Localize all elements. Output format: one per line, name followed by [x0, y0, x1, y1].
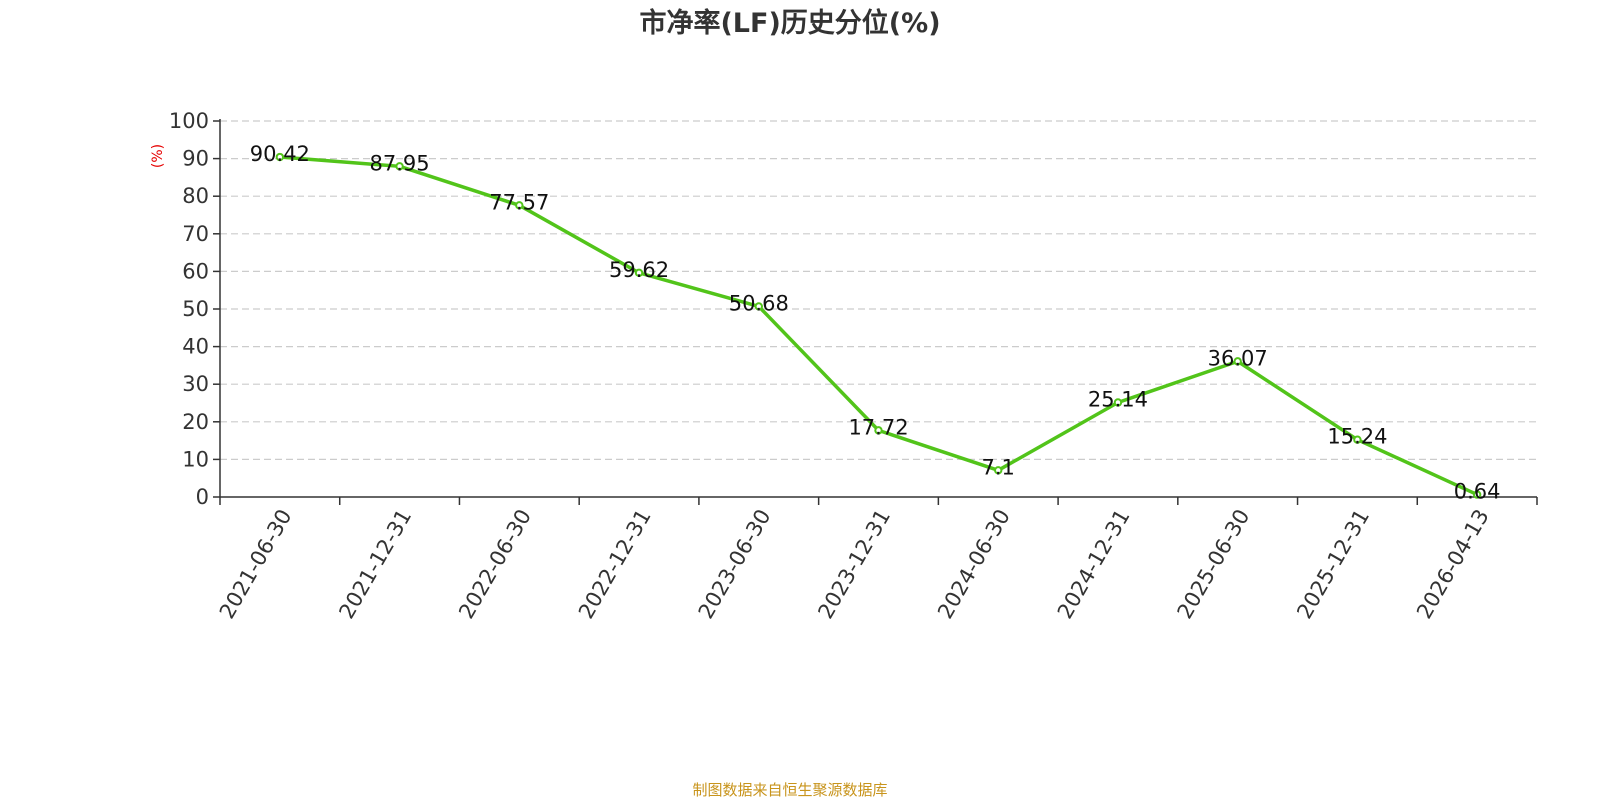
data-point	[634, 268, 644, 278]
y-tick-label: 60	[182, 259, 209, 283]
x-axis-ticks: 2021-06-30 2021-12-31 2022-06-30 2022-12-31…	[215, 497, 1538, 623]
data-labels: 90.42 87.95 77.57 59.62 50.68 17.72 7.1 25.14 36…	[250, 142, 1501, 504]
data-point	[395, 162, 404, 171]
source-note: 制图数据来自恒生聚源数据库	[692, 781, 887, 799]
data-label: 87.95	[370, 151, 430, 175]
data-point	[1113, 398, 1123, 407]
x-tick-label: 2023-06-30	[694, 505, 776, 623]
x-tick-label: 2022-06-30	[454, 505, 536, 623]
data-point	[874, 426, 883, 435]
data-label: 25.14	[1088, 387, 1148, 411]
data-label: 50.68	[729, 291, 789, 315]
x-tick-label: 2025-06-30	[1173, 505, 1255, 623]
data-label: 90.42	[250, 142, 310, 166]
y-tick-label: 80	[182, 184, 209, 208]
x-tick-label: 2023-12-31	[813, 505, 895, 623]
data-label: 59.62	[609, 258, 669, 282]
series-line	[275, 152, 1482, 499]
x-tick-label: 2021-06-30	[215, 505, 297, 623]
data-label: 77.57	[489, 190, 549, 214]
data-point	[275, 152, 285, 162]
y-tick-label: 20	[182, 410, 209, 434]
data-point	[1472, 490, 1482, 499]
y-tick-label: 50	[182, 297, 209, 321]
x-tick-label: 2022-12-31	[574, 505, 656, 623]
x-tick-label: 2026-04-13	[1412, 505, 1494, 623]
y-axis-ticks: 0 10 20 30 40 50 60 70 80 90 100	[169, 109, 220, 509]
data-point	[1353, 435, 1362, 444]
x-tick-label: 2024-12-31	[1053, 505, 1135, 623]
data-label: 17.72	[848, 415, 908, 439]
data-point	[1233, 357, 1242, 366]
y-tick-label: 40	[182, 335, 209, 359]
y-tick-label: 0	[196, 485, 209, 509]
data-point	[994, 466, 1003, 475]
y-tick-label: 70	[182, 222, 209, 246]
y-tick-label: 10	[182, 447, 209, 471]
data-label: 0.64	[1454, 480, 1501, 504]
y-axis-label: (%)	[150, 144, 166, 168]
chart-title: 市净率(LF)历史分位(%)	[639, 7, 940, 39]
data-label: 7.1	[982, 455, 1015, 479]
series-path	[279, 155, 1478, 497]
data-point	[515, 201, 524, 210]
x-tick-label: 2021-12-31	[334, 505, 416, 623]
y-tick-label: 100	[169, 109, 209, 133]
data-label: 15.24	[1327, 425, 1387, 449]
x-tick-label: 2024-06-30	[933, 505, 1015, 623]
x-tick-label: 2025-12-31	[1292, 505, 1374, 623]
y-tick-label: 90	[182, 147, 209, 171]
data-label: 36.07	[1208, 346, 1268, 370]
y-tick-label: 30	[182, 372, 209, 396]
data-point	[754, 302, 763, 311]
axes	[219, 119, 1537, 498]
